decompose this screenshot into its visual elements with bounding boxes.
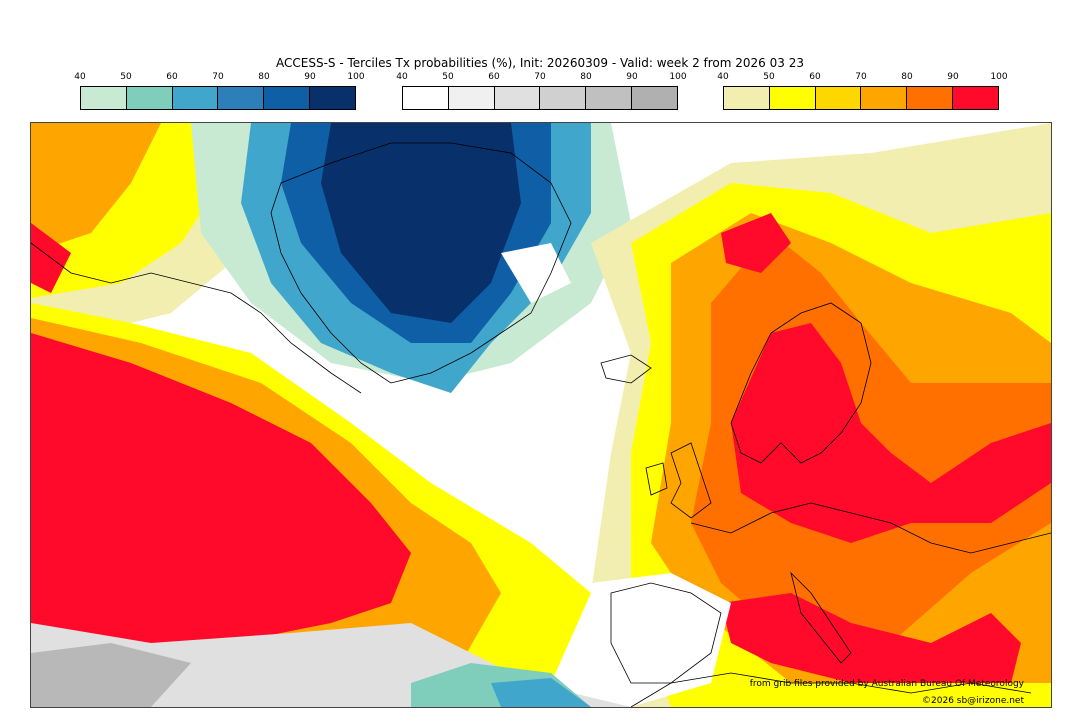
tick-label: 70	[534, 72, 546, 82]
credit-copyright: ©2026 sb@irizone.net	[922, 696, 1024, 706]
tick-label: 100	[990, 72, 1008, 82]
colorbar-ticks: 40 50 60 70 80 90 100	[74, 72, 364, 86]
tick-label: 80	[901, 72, 913, 82]
probability-map: from grib files provided by Australian B…	[30, 122, 1052, 708]
swatch	[494, 87, 541, 109]
tick-label: 80	[580, 72, 592, 82]
region-below-south-dark	[491, 678, 591, 707]
coast-greenland	[270, 142, 572, 384]
tick-label: 90	[947, 72, 959, 82]
coast-africa	[630, 672, 1032, 707]
swatch	[861, 87, 908, 109]
tick-label: 60	[809, 72, 821, 82]
swatch	[632, 87, 677, 109]
tick-label: 70	[212, 72, 224, 82]
swatch	[403, 87, 449, 109]
region-above-90-mediterranean	[721, 593, 1021, 683]
tick-label: 100	[347, 72, 365, 82]
region-above-red-atlantic	[31, 333, 411, 643]
coast-iberia	[610, 582, 722, 684]
coastlines	[31, 142, 1051, 707]
colorbar-above-normal: 40 50 60 70 80 90 100	[717, 72, 1008, 110]
colorbar-swatches	[723, 86, 999, 110]
tick-label: 90	[626, 72, 638, 82]
swatch	[218, 87, 265, 109]
tick-label: 40	[74, 72, 86, 82]
swatch	[540, 87, 587, 109]
tick-label: 80	[258, 72, 270, 82]
region-above-70	[31, 123, 161, 253]
coast-britain	[670, 442, 712, 519]
tick-label: 70	[855, 72, 867, 82]
tick-label: 50	[442, 72, 454, 82]
region-above-90-europe	[731, 323, 1051, 543]
swatch	[448, 87, 495, 109]
colorbar-ticks: 40 50 60 70 80 90 100	[396, 72, 686, 86]
swatch	[586, 87, 633, 109]
region-near-normal-south-dark	[31, 643, 191, 707]
region-above-90-north	[721, 213, 791, 273]
swatch	[953, 87, 998, 109]
map-canvas: from grib files provided by Australian B…	[31, 123, 1051, 707]
credit-source: from grib files provided by Australian B…	[750, 679, 1025, 689]
coast-europe	[690, 502, 1051, 554]
region-near-normal-arctic-gap	[501, 243, 571, 303]
swatch	[769, 87, 816, 109]
colorbar-near-normal: 40 50 60 70 80 90 100	[396, 72, 687, 110]
coast-iceland	[600, 354, 652, 384]
tick-label: 60	[166, 72, 178, 82]
tick-label: 90	[304, 72, 316, 82]
region-below-90-arctic	[321, 123, 521, 323]
coast-italy	[790, 571, 852, 664]
swatch	[310, 87, 355, 109]
region-near-normal-atlantic	[291, 333, 631, 533]
colorbar-ticks: 40 50 60 70 80 90 100	[717, 72, 1007, 86]
swatch	[172, 87, 219, 109]
colorbar-below-normal: 40 50 60 70 80 90 100	[74, 72, 365, 110]
tick-label: 40	[717, 72, 729, 82]
swatch	[907, 87, 954, 109]
coast-canada	[31, 242, 362, 394]
colorbar-swatches	[402, 86, 678, 110]
swatch	[815, 87, 862, 109]
swatch	[126, 87, 173, 109]
tick-label: 40	[396, 72, 408, 82]
swatch	[724, 87, 770, 109]
tick-label: 60	[488, 72, 500, 82]
chart-title: ACCESS-S - Terciles Tx probabilities (%)…	[276, 56, 804, 70]
tick-label: 50	[763, 72, 775, 82]
tick-label: 100	[669, 72, 687, 82]
coast-ireland	[645, 462, 668, 496]
colorbar-swatches	[80, 86, 356, 110]
tick-label: 50	[120, 72, 132, 82]
swatch	[264, 87, 311, 109]
swatch	[81, 87, 127, 109]
coast-scandinavia	[730, 302, 872, 464]
